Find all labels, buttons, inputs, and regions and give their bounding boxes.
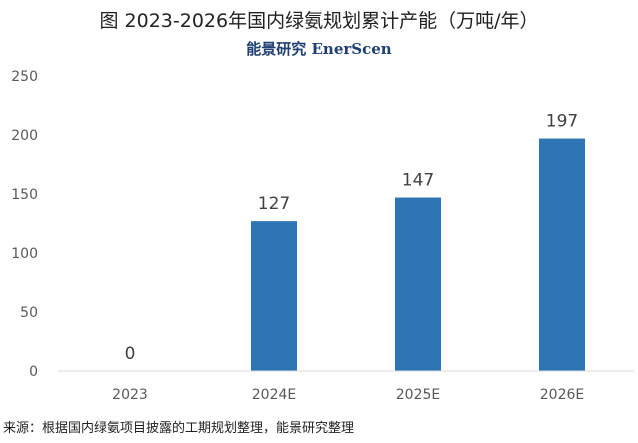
data-labels: 0 127 147 197 [125, 112, 579, 364]
bar-2026E [539, 138, 585, 371]
source-note: 来源：根据国内绿氨项目披露的工期规划整理，能景研究整理 [3, 421, 355, 436]
x-axis: 2023 2024E 2025E 2026E [58, 370, 634, 403]
x-tick-label: 2024E [252, 387, 296, 403]
y-axis: 0 50 100 150 200 250 [11, 69, 38, 380]
data-label-2026E: 197 [546, 112, 578, 132]
bar-2025E [395, 197, 441, 371]
y-tick-label: 50 [20, 305, 38, 321]
data-label-2023: 0 [125, 344, 136, 364]
data-label-2025E: 147 [402, 171, 434, 191]
bar-2024E [251, 221, 297, 371]
y-tick-label: 150 [11, 187, 38, 203]
data-label-2024E: 127 [258, 194, 290, 214]
y-tick-label: 200 [11, 128, 38, 144]
y-tick-label: 100 [11, 246, 38, 262]
chart-title: 图 2023-2026年国内绿氨规划累计产能（万吨/年） [99, 10, 539, 32]
x-tick-label: 2023 [112, 387, 148, 403]
y-tick-label: 0 [29, 364, 38, 380]
y-tick-label: 250 [11, 69, 38, 85]
bars [251, 138, 585, 371]
x-tick-label: 2025E [396, 387, 440, 403]
brand-watermark: 能景研究 EnerScen [246, 40, 392, 58]
x-tick-label: 2026E [540, 387, 584, 403]
